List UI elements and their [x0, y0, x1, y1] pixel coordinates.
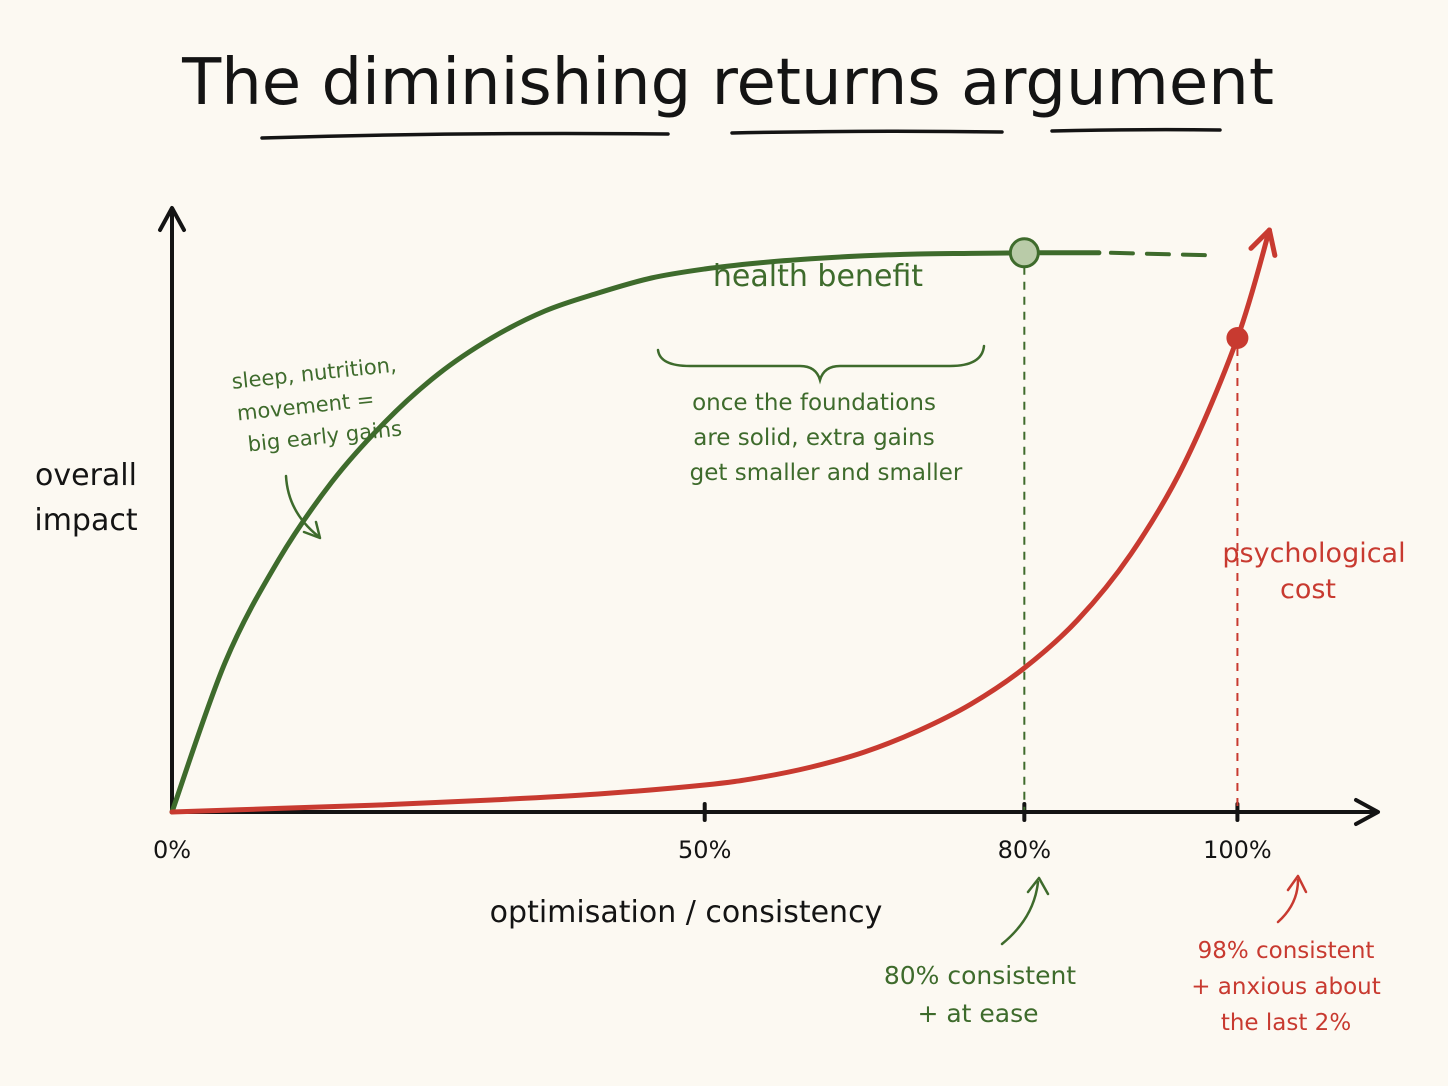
x-axis-ticks: 0% 50% 80% 100% [153, 802, 1272, 864]
at-80-line-1: 80% consistent [884, 961, 1076, 990]
psych-label-line-2: cost [1280, 574, 1336, 605]
series-arrowhead-psychological-cost [1248, 227, 1278, 258]
series-line-psychological-cost [169, 227, 1272, 815]
foundations-line-1: once the foundations [692, 390, 936, 416]
series-group [169, 227, 1278, 815]
early-gains-arrowhead [302, 520, 322, 540]
series-label-psychological-cost: psychological cost [1222, 538, 1405, 605]
y-axis-arrowhead [158, 206, 186, 232]
y-axis-label-line-1: overall [35, 458, 137, 493]
foundations-brace [656, 344, 986, 385]
x-tick-label-80: 80% [998, 836, 1051, 864]
series-label-health-benefit: health benefit [713, 259, 923, 294]
x-tick-label-0: 0% [153, 836, 191, 864]
marker-psychological-cost [1226, 327, 1249, 349]
foundations-line-3: get smaller and smaller [690, 460, 963, 486]
title-underline-middle [730, 129, 1004, 135]
at-80-arrowhead [1026, 876, 1050, 896]
at-100-line-2: + anxious about [1191, 974, 1381, 1000]
marker-health-benefit [1008, 237, 1040, 269]
foundations-line-2: are solid, extra gains [693, 425, 934, 451]
x-tick-label-100: 100% [1203, 836, 1272, 864]
y-axis-label-line-2: impact [34, 503, 137, 538]
early-gains-annotation: sleep, nutrition, movement = big early g… [231, 353, 403, 457]
early-gains-arrow [284, 474, 320, 538]
chart-title: The diminishing returns argument [181, 46, 1274, 120]
series-line-health-benefit [169, 250, 1102, 815]
at-80-line-2: + at ease [917, 999, 1038, 1028]
x-axis-arrowhead [1354, 798, 1380, 826]
x-axis-label: optimisation / consistency [490, 895, 883, 930]
early-gains-line-2: movement = [236, 387, 376, 425]
title-underline-left [260, 131, 670, 140]
markers-group [1008, 237, 1249, 349]
series-extension-health-benefit [1108, 250, 1208, 258]
early-gains-line-3: big early gains [247, 416, 403, 456]
psych-label-line-1: psychological [1222, 538, 1405, 569]
at-100-line-1: 98% consistent [1198, 938, 1375, 964]
at-100-arrow [1276, 878, 1300, 924]
at-100-line-3: the last 2% [1221, 1010, 1351, 1036]
at-100-arrowhead [1286, 874, 1308, 894]
at-80-arrow [1000, 880, 1040, 946]
reference-lines [1023, 266, 1239, 810]
title-underline-right [1050, 127, 1222, 133]
x-tick-label-50: 50% [678, 836, 731, 864]
